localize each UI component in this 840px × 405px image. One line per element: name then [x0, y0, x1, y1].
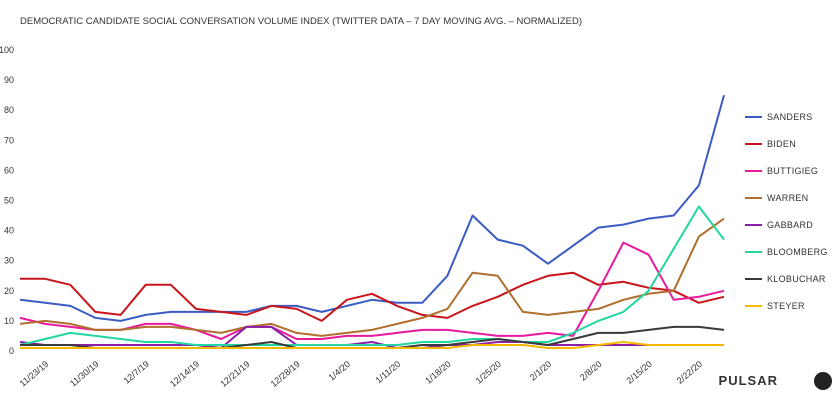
legend-label: STEYER [767, 301, 805, 311]
series-line [20, 271, 725, 322]
series-line [19, 217, 725, 337]
x-tick-label: 2/22/20 [675, 359, 704, 386]
chart-title: DEMOCRATIC CANDIDATE SOCIAL CONVERSATION… [20, 16, 582, 27]
legend-label: GABBARD [767, 220, 813, 230]
legend-label: BIDEN [767, 139, 796, 149]
y-tick-label: 0 [9, 346, 14, 356]
y-tick-label: 40 [4, 226, 14, 236]
series-line [19, 205, 725, 346]
x-tick-label: 11/23/19 [18, 359, 51, 389]
y-tick-label: 10 [4, 316, 14, 326]
series-line [19, 241, 725, 340]
x-tick-label: 1/4/20 [327, 359, 353, 383]
x-tick-label: 12/28/19 [269, 359, 302, 389]
brand-logo [814, 372, 832, 390]
y-tick-label: 20 [4, 286, 14, 296]
x-tick-label: 2/8/20 [578, 359, 604, 383]
x-tick-label: 1/11/20 [373, 359, 402, 386]
x-tick-label: 12/21/19 [218, 359, 251, 389]
series-line [20, 341, 724, 349]
legend-label: SANDERS [767, 112, 813, 122]
x-tick-label: 2/1/20 [528, 359, 554, 383]
x-tick-label: 1/25/20 [474, 359, 503, 386]
brand: PULSAR [719, 373, 778, 388]
y-tick-label: 70 [4, 135, 14, 145]
x-tick-label: 2/15/20 [624, 359, 653, 386]
x-tick-label: 1/18/20 [423, 359, 452, 386]
x-tick-label: 12/7/19 [122, 359, 151, 386]
y-tick-label: 30 [4, 256, 14, 266]
legend-label: WARREN [767, 193, 808, 203]
y-tick-label: 50 [4, 196, 14, 206]
series-line [19, 94, 725, 322]
y-tick-label: 80 [4, 105, 14, 115]
x-tick-label: 11/30/19 [68, 359, 101, 389]
y-tick-label: 60 [4, 165, 14, 175]
legend-label: BUTTIGIEG [767, 166, 818, 176]
x-tick-label: 12/14/19 [168, 359, 201, 389]
y-tick-label: 100 [0, 45, 14, 55]
legend-label: BLOOMBERG [767, 247, 828, 257]
y-tick-label: 90 [4, 75, 14, 85]
legend-label: KLOBUCHAR [767, 274, 826, 284]
